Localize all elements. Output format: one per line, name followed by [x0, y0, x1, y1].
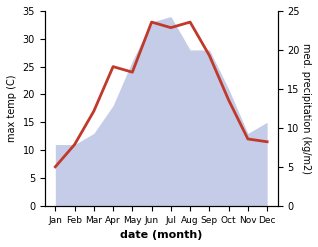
- Y-axis label: med. precipitation (kg/m2): med. precipitation (kg/m2): [301, 43, 311, 174]
- Y-axis label: max temp (C): max temp (C): [7, 75, 17, 142]
- X-axis label: date (month): date (month): [120, 230, 203, 240]
